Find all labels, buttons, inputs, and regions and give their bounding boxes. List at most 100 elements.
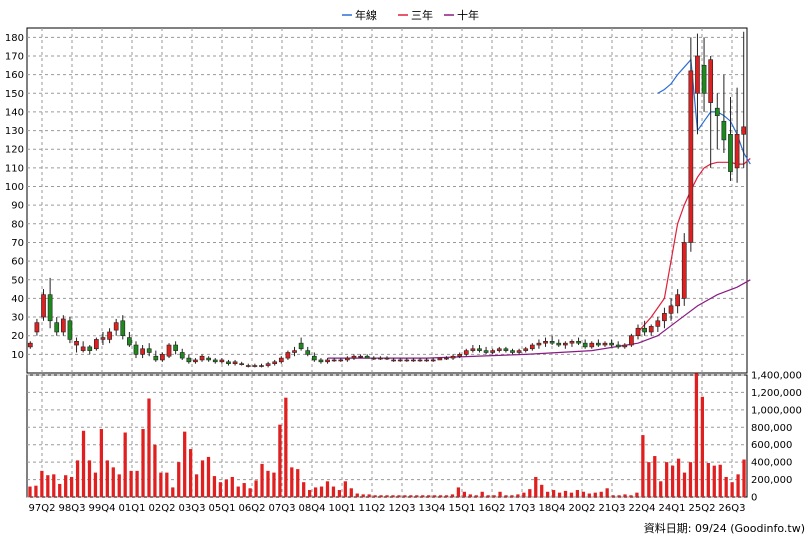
volume-bar bbox=[700, 396, 705, 497]
candle-body bbox=[655, 320, 661, 327]
volume-bar bbox=[123, 432, 127, 497]
candle-body bbox=[60, 318, 66, 333]
candle-body bbox=[629, 335, 634, 346]
candle-body bbox=[536, 342, 542, 346]
candle-body bbox=[186, 357, 192, 363]
x-tick-label: 01Q1 bbox=[119, 503, 146, 514]
volume-bar bbox=[40, 470, 44, 497]
candle-body bbox=[107, 331, 112, 340]
candle-body bbox=[556, 342, 562, 346]
candle-body bbox=[642, 327, 647, 333]
x-tick-label: 24Q1 bbox=[659, 503, 686, 514]
volume-bar bbox=[141, 429, 145, 497]
volume-bar bbox=[206, 456, 211, 497]
candle-body bbox=[714, 107, 720, 116]
volume-bar bbox=[676, 458, 681, 497]
volume-bar bbox=[230, 476, 234, 497]
candle-body bbox=[100, 337, 106, 340]
volume-bar bbox=[575, 490, 580, 497]
volume-bar bbox=[260, 463, 264, 497]
candle-body bbox=[510, 350, 515, 353]
candle-body bbox=[602, 342, 608, 346]
data-date-credit: 資料日期: 09/24 (Goodinfo.tw) bbox=[644, 521, 805, 535]
candle-body bbox=[331, 359, 337, 362]
price-tick-label: 30 bbox=[11, 313, 24, 324]
candle-body bbox=[318, 359, 324, 363]
volume-bar bbox=[75, 460, 80, 497]
candle-body bbox=[549, 340, 555, 344]
volume-bar bbox=[635, 492, 639, 497]
volume-bar bbox=[415, 495, 419, 497]
volume-bar bbox=[665, 462, 669, 497]
volume-bar bbox=[349, 488, 353, 497]
x-tick-label: 16Q2 bbox=[479, 503, 506, 514]
volume-bar bbox=[629, 495, 633, 497]
candle-body bbox=[477, 348, 482, 351]
candle-body bbox=[701, 64, 707, 94]
volume-bar bbox=[504, 495, 508, 497]
volume-bar bbox=[87, 460, 92, 497]
candle-body bbox=[688, 70, 694, 243]
candle-body bbox=[206, 357, 211, 361]
volume-bar bbox=[159, 472, 163, 497]
x-tick-label: 13Q4 bbox=[419, 503, 446, 514]
candle-body bbox=[305, 350, 311, 355]
candle-body bbox=[285, 352, 291, 359]
volume-bar bbox=[510, 495, 514, 497]
candle-body bbox=[371, 357, 377, 360]
x-tick-label: 06Q2 bbox=[239, 503, 266, 514]
candle-body bbox=[596, 342, 601, 346]
volume-bar bbox=[361, 494, 365, 497]
price-tick-label: 130 bbox=[5, 126, 24, 137]
candle-body bbox=[609, 342, 614, 346]
volume-bar bbox=[64, 475, 68, 497]
volume-bar bbox=[682, 472, 687, 497]
price-tick-label: 170 bbox=[5, 51, 24, 62]
volume-bar bbox=[266, 470, 270, 497]
volume-bar bbox=[659, 481, 663, 497]
volume-tick-label: 1,000,000 bbox=[751, 405, 802, 416]
x-tick-label: 05Q1 bbox=[209, 503, 236, 514]
volume-bar bbox=[427, 495, 431, 497]
candle-body bbox=[734, 133, 740, 169]
candle-body bbox=[120, 320, 126, 337]
candle-body bbox=[179, 352, 185, 359]
candle-body bbox=[226, 361, 231, 364]
price-tick-label: 150 bbox=[5, 89, 24, 100]
candle-body bbox=[463, 350, 469, 355]
volume-bar bbox=[379, 495, 383, 497]
volume-bar bbox=[331, 486, 336, 497]
ma-ten-year-line bbox=[327, 279, 751, 359]
candle-body bbox=[470, 348, 476, 351]
volume-bar bbox=[171, 487, 175, 497]
candle-body bbox=[695, 55, 700, 94]
volume-bar bbox=[46, 475, 50, 497]
volume-bar bbox=[81, 430, 86, 497]
candle-body bbox=[41, 294, 46, 318]
volume-bar bbox=[165, 472, 169, 497]
volume-bar bbox=[688, 462, 693, 497]
volume-bar bbox=[355, 493, 359, 497]
volume-bar bbox=[522, 492, 526, 497]
candle-body bbox=[358, 355, 363, 358]
volume-bar bbox=[599, 491, 603, 497]
price-tick-label: 180 bbox=[5, 33, 24, 44]
volume-bar bbox=[296, 469, 300, 497]
x-tick-label: 03Q3 bbox=[179, 503, 206, 514]
candle-body bbox=[47, 294, 53, 322]
volume-bar bbox=[492, 495, 496, 497]
x-tick-label: 07Q3 bbox=[269, 503, 296, 514]
price-tick-label: 80 bbox=[11, 219, 24, 230]
volume-bar bbox=[403, 495, 407, 497]
candle-body bbox=[378, 357, 383, 360]
price-tick-label: 70 bbox=[11, 238, 24, 249]
volume-bar bbox=[52, 474, 56, 497]
x-tick-label: 08Q4 bbox=[299, 503, 326, 514]
price-tick-label: 140 bbox=[5, 107, 24, 118]
candle-body bbox=[278, 357, 284, 363]
volume-bar bbox=[605, 488, 609, 497]
volume-bar bbox=[117, 474, 121, 497]
ma-three-year-line bbox=[637, 158, 751, 333]
candle-body bbox=[199, 355, 205, 361]
